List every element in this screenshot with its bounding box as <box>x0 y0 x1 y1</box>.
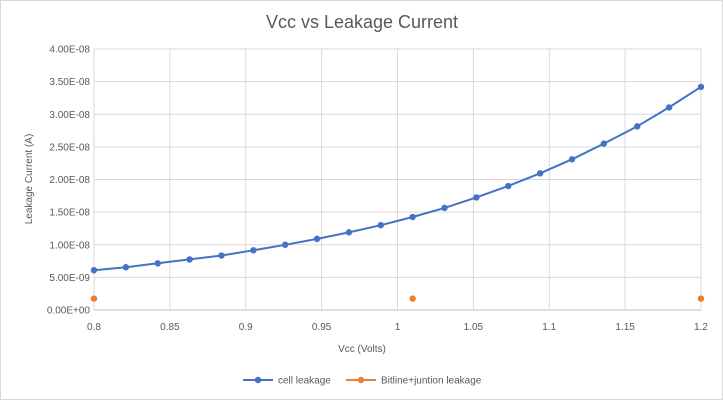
data-point <box>250 247 257 254</box>
data-point <box>218 252 225 259</box>
data-point <box>473 194 480 201</box>
y-tick-label: 3.00E-08 <box>49 110 90 121</box>
data-point <box>282 241 289 248</box>
x-tick-label: 1.1 <box>542 322 556 333</box>
data-point <box>345 229 353 236</box>
y-axis-label: Leakage Current (A) <box>24 134 35 225</box>
series-line <box>93 85 702 272</box>
data-point <box>186 256 193 263</box>
y-tick-label: 4.00E-08 <box>49 45 90 56</box>
legend-label: cell leakage <box>278 376 331 387</box>
data-point <box>600 140 608 147</box>
legend-label: Bitline+juntion leakage <box>381 376 482 387</box>
y-tick-label: 1.00E-08 <box>49 240 90 251</box>
data-point <box>90 295 98 302</box>
x-tick-label: 1.15 <box>615 322 635 333</box>
data-point <box>90 266 98 274</box>
legend-item: cell leakage <box>243 376 331 387</box>
data-point <box>122 264 130 271</box>
x-tick-label: 0.8 <box>87 322 101 333</box>
y-tick-label: 2.50E-08 <box>49 142 90 153</box>
x-tick-label: 1.2 <box>694 322 708 333</box>
data-point <box>634 123 641 130</box>
y-tick-label: 2.00E-08 <box>49 175 90 186</box>
data-point <box>409 213 416 221</box>
y-axis-ticks: 0.00E+00 5.00E-09 1.00E-08 1.50E-08 2.00E-08… <box>47 45 91 317</box>
x-axis-ticks: 0.8 0.85 0.9 0.95 1 1.05 1.1 1.15 1.2 <box>87 322 708 333</box>
series-0 <box>90 83 705 274</box>
y-tick-label: 1.50E-08 <box>49 208 90 219</box>
y-tick-label: 0.00E+00 <box>47 306 91 317</box>
data-point <box>505 182 512 190</box>
data-point <box>441 204 448 212</box>
series-1 <box>90 295 705 302</box>
data-point <box>568 156 576 163</box>
x-tick-label: 0.9 <box>239 322 253 333</box>
x-tick-label: 1.05 <box>464 322 484 333</box>
x-tick-label: 0.95 <box>312 322 332 333</box>
plot-series <box>90 83 705 302</box>
data-point <box>313 235 321 243</box>
data-point <box>697 83 705 91</box>
x-tick-label: 0.85 <box>160 322 180 333</box>
legend-marker <box>254 376 262 384</box>
data-point <box>409 295 416 302</box>
y-tick-label: 3.50E-08 <box>49 77 90 88</box>
x-axis-label: Vcc (Volts) <box>338 344 386 355</box>
chart-title: Vcc vs Leakage Current <box>266 12 458 32</box>
x-tick-label: 1 <box>395 322 401 333</box>
legend-marker <box>357 376 365 384</box>
legend-item: Bitline+juntion leakage <box>346 376 482 387</box>
gridlines <box>93 48 702 311</box>
data-point <box>536 170 544 177</box>
data-point <box>377 221 385 229</box>
data-point <box>665 104 673 111</box>
data-point <box>154 260 161 267</box>
data-point <box>697 295 705 302</box>
y-tick-label: 5.00E-09 <box>49 273 90 284</box>
legend: cell leakage Bitline+juntion leakage <box>243 376 482 387</box>
